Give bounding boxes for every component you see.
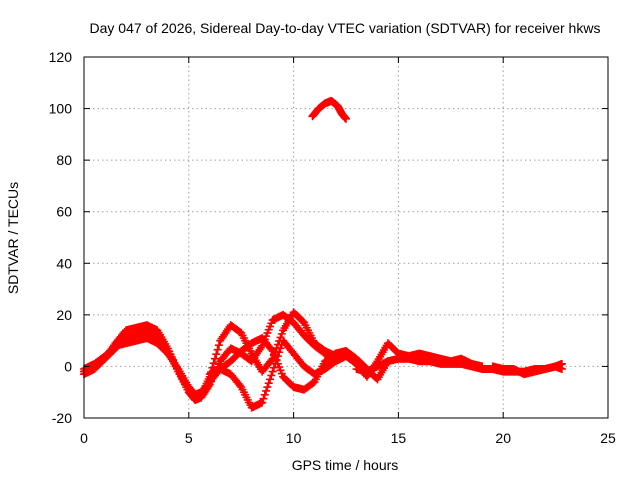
chart-title: Day 047 of 2026, Sidereal Day-to-day VTE… [90, 20, 601, 36]
y-axis-label: SDTVAR / TECUs [5, 182, 21, 294]
data-point-marker [557, 365, 566, 374]
data-point-marker [213, 345, 222, 354]
data-point-marker [277, 329, 286, 338]
grid-layer [84, 57, 608, 418]
plot-frame [83, 56, 609, 419]
data-point-marker [268, 367, 277, 376]
data-point-marker [276, 344, 285, 353]
data-point-marker [258, 398, 267, 407]
x-tick-label: 5 [185, 430, 193, 446]
x-tick-label: 15 [391, 430, 407, 446]
data-point-marker [209, 359, 218, 368]
data-point-marker [211, 354, 219, 363]
data-series [308, 96, 350, 123]
y-tick-label: 60 [56, 204, 72, 220]
data-layer [80, 96, 566, 412]
data-point-marker [275, 348, 284, 357]
data-point-marker [260, 390, 269, 399]
x-tick-label: 10 [286, 430, 302, 446]
y-tick-label: 20 [56, 307, 72, 323]
data-series [352, 354, 487, 376]
y-tick-label: 100 [49, 101, 73, 117]
data-point-marker [266, 375, 275, 384]
data-point-marker [235, 381, 244, 390]
y-tick-label: 0 [64, 358, 72, 374]
data-point-marker [264, 379, 273, 388]
data-point-marker [267, 371, 276, 380]
data-series [488, 362, 566, 379]
data-point-marker [263, 383, 272, 392]
data-point-marker [262, 386, 271, 395]
tick-layer: 0 5 10 15 20 25 -20 0 20 40 60 80 100 120 [49, 49, 616, 446]
y-tick-label: 40 [56, 255, 72, 271]
x-tick-label: 25 [600, 430, 616, 446]
y-tick-label: 120 [49, 49, 73, 65]
x-tick-label: 0 [80, 430, 88, 446]
y-tick-label: -20 [52, 410, 72, 426]
y-tick-label: 80 [56, 152, 72, 168]
x-axis-label: GPS time / hours [292, 457, 399, 473]
data-point-marker [259, 394, 268, 403]
data-point-marker [212, 350, 221, 359]
data-point-marker [342, 114, 350, 123]
data-point-marker [267, 345, 276, 354]
x-tick-label: 20 [495, 430, 511, 446]
data-point-marker [214, 341, 223, 350]
